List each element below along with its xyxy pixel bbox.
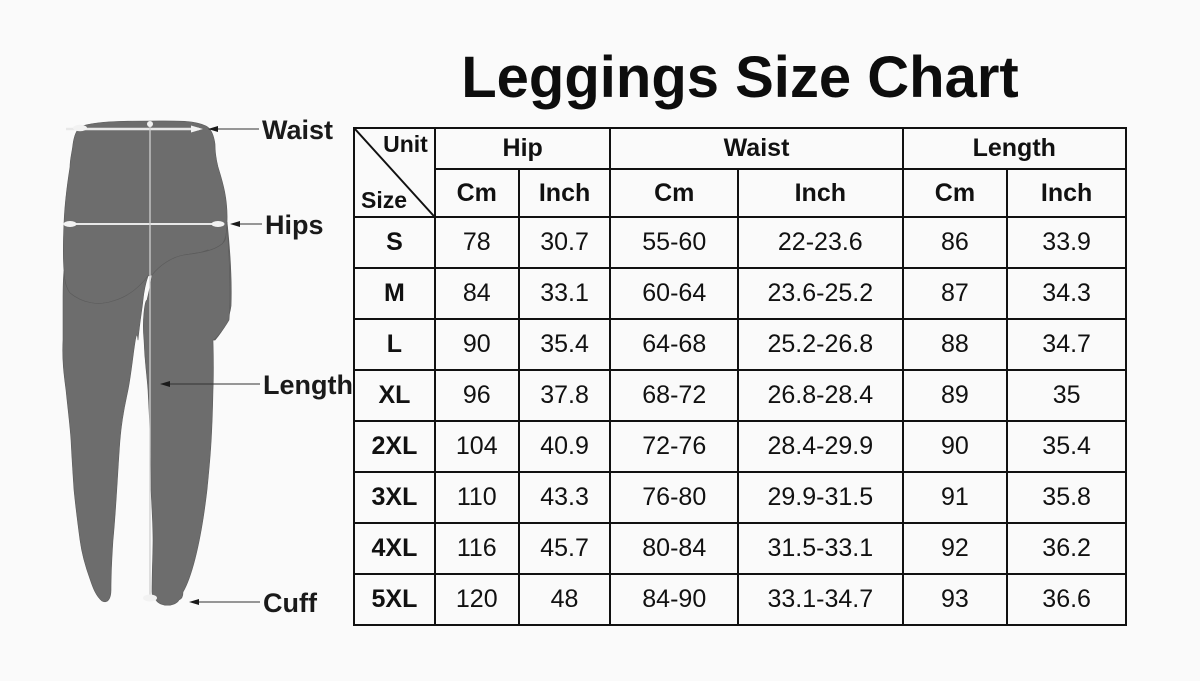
svg-text:Length: Length: [263, 370, 353, 400]
svg-text:Waist: Waist: [262, 115, 333, 145]
svg-text:Hips: Hips: [265, 210, 324, 240]
svg-text:Cuff: Cuff: [263, 588, 318, 618]
